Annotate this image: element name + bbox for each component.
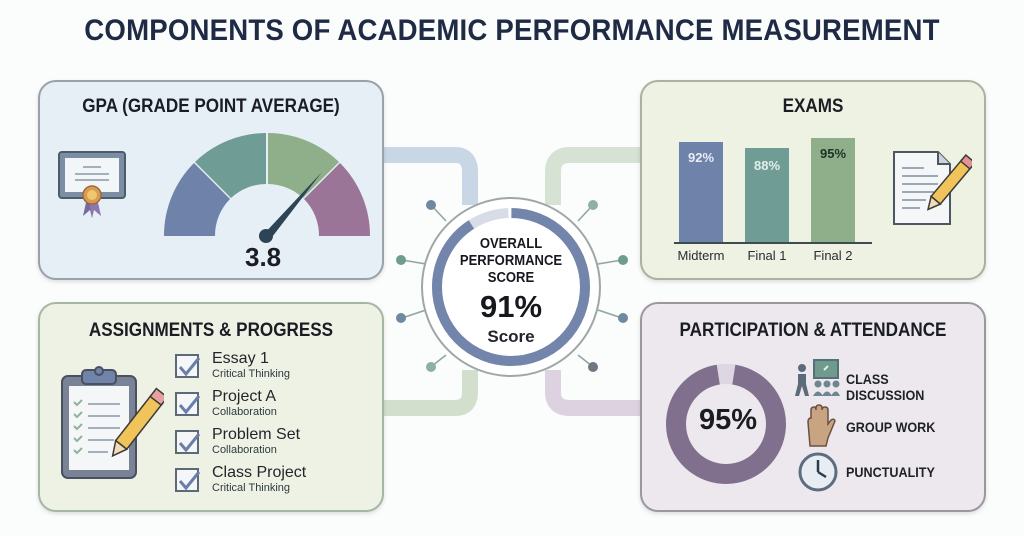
exam-bar-midterm: 92% bbox=[679, 142, 723, 242]
overall-score-heading: OVERALL PERFORMANCE SCORE bbox=[459, 236, 563, 286]
attendance-value: 95% bbox=[698, 404, 758, 436]
exam-bar-final1: 88% bbox=[745, 148, 789, 242]
document-pencil-icon bbox=[893, 151, 972, 225]
raised-hand-icon bbox=[807, 404, 836, 447]
overall-score-ring: OVERALL PERFORMANCE SCORE 91% Score bbox=[420, 196, 602, 378]
exam-axis bbox=[674, 242, 872, 244]
overall-score-caption: Score bbox=[487, 327, 535, 346]
assignments-title: ASSIGNMENTS & PROGRESS bbox=[88, 320, 334, 341]
exam-label-final2: Final 2 bbox=[813, 248, 853, 263]
clock-icon bbox=[798, 452, 838, 492]
exams-title: EXAMS bbox=[782, 96, 844, 117]
exam-label-midterm: Midterm bbox=[677, 248, 725, 263]
checkbox-checked[interactable] bbox=[175, 430, 201, 454]
checkbox-checked[interactable] bbox=[175, 392, 201, 416]
exam-bar-final2: 95% bbox=[811, 138, 855, 242]
exam-label-final1: Final 1 bbox=[747, 248, 787, 263]
exams-card: EXAMS 92% 88% 95% Midterm Final 1 Final … bbox=[640, 80, 986, 280]
gpa-title: GPA (GRADE POINT AVERAGE) bbox=[82, 96, 340, 117]
checkbox-checked[interactable] bbox=[175, 354, 201, 378]
assignment-item: Essay 1 Critical Thinking bbox=[175, 350, 375, 386]
participation-title: PARTICIPATION & ATTENDANCE bbox=[679, 320, 947, 341]
overall-score-donut bbox=[421, 197, 601, 377]
assignment-item: Class Project Critical Thinking bbox=[175, 464, 375, 500]
clipboard-pencil-icon bbox=[61, 366, 164, 479]
participation-item-group-work: GROUP WORK bbox=[846, 419, 936, 435]
participation-item-punctuality: PUNCTUALITY bbox=[846, 464, 935, 480]
gpa-value: 3.8 bbox=[245, 242, 282, 272]
gpa-gauge bbox=[163, 133, 371, 243]
participation-item-class-discussion: CLASS DISCUSSION bbox=[846, 371, 925, 403]
gpa-card: GPA (GRADE POINT AVERAGE) 3.8 bbox=[38, 80, 384, 280]
certificate-icon bbox=[58, 151, 126, 218]
checkbox-checked[interactable] bbox=[175, 468, 201, 492]
assignment-item: Problem Set Collaboration bbox=[175, 426, 375, 462]
assignments-card: ASSIGNMENTS & PROGRESS Essay 1 Critical … bbox=[38, 302, 384, 512]
classroom-icon bbox=[795, 359, 840, 396]
overall-score-value: 91% bbox=[479, 289, 543, 324]
assignment-item: Project A Collaboration bbox=[175, 388, 375, 424]
page-title: COMPONENTS OF ACADEMIC PERFORMANCE MEASU… bbox=[84, 14, 940, 47]
participation-card: PARTICIPATION & ATTENDANCE 95% CLASS DIS… bbox=[640, 302, 986, 512]
attendance-donut bbox=[666, 364, 786, 484]
